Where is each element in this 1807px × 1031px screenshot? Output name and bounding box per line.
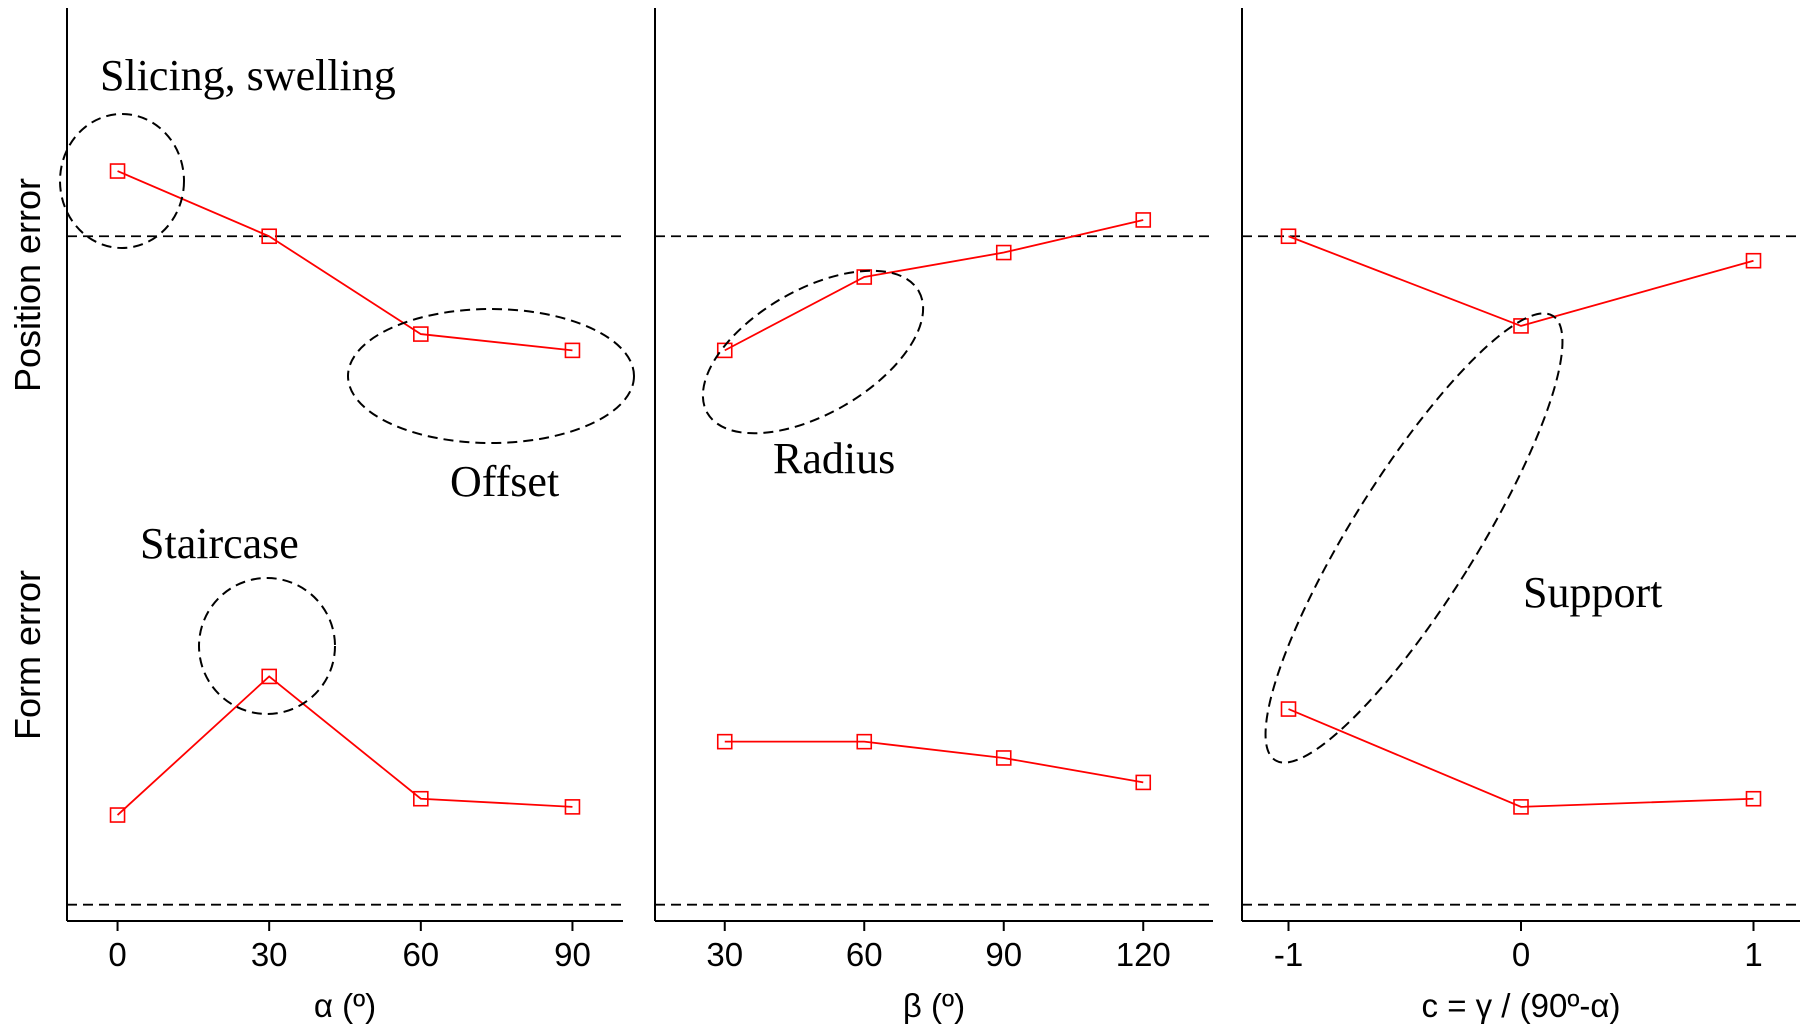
ellipse-radius <box>701 269 925 435</box>
data-point-position-panel-2 <box>716 342 733 359</box>
data-point-position-panel-1 <box>261 228 277 245</box>
data-point-position-panel-2 <box>1135 212 1152 228</box>
x-tick-label-panel-1: 30 <box>251 936 288 973</box>
data-point-position-panel-2 <box>995 244 1012 261</box>
series-line-form-panel-2 <box>724 740 1144 784</box>
panel-3: -1 0 1 c = γ / (90º-α) <box>1241 8 1800 1024</box>
series-line-position-panel-1 <box>117 170 573 352</box>
annotation-staircase: Staircase <box>140 519 299 568</box>
data-point-form-panel-3 <box>1745 790 1762 807</box>
series-line-position-panel-2 <box>724 219 1144 352</box>
ellipse-slicing <box>59 113 185 249</box>
annotation-radius: Radius <box>773 434 895 483</box>
data-point-form-panel-1 <box>109 807 126 823</box>
data-point-position-panel-3 <box>1513 318 1529 334</box>
x-tick-label-panel-3: 1 <box>1744 936 1762 973</box>
x-tick-label-panel-3: 0 <box>1512 936 1530 973</box>
x-tick-label-panel-1: 0 <box>108 936 126 973</box>
data-point-form-panel-2 <box>995 750 1012 766</box>
data-point-form-panel-1 <box>413 790 429 807</box>
x-axis-label-panel-3: c = γ / (90º-α) <box>1422 987 1621 1024</box>
ellipse-support <box>1264 312 1564 764</box>
ellipse-offset <box>347 308 635 444</box>
panel-1: 0 30 60 90 α (º) <box>66 8 623 1024</box>
data-point-position-panel-1 <box>564 342 581 359</box>
x-tick-label-panel-2: 120 <box>1116 936 1171 973</box>
data-point-position-panel-1 <box>109 163 126 179</box>
series-line-form-panel-3 <box>1288 708 1754 808</box>
data-point-form-panel-1 <box>261 668 277 685</box>
ellipse-staircase <box>198 577 336 715</box>
x-axis-label-panel-1: α (º) <box>314 987 376 1024</box>
annotation-offset: Offset <box>450 457 559 506</box>
ylabel-form: Form error <box>7 570 48 740</box>
data-point-form-panel-1 <box>564 799 581 815</box>
data-point-form-panel-3 <box>1280 701 1297 717</box>
data-point-form-panel-2 <box>856 733 873 750</box>
x-tick-label-panel-2: 30 <box>706 936 743 973</box>
annotation-ellipses <box>59 113 1564 764</box>
panels: 0 30 60 90 α (º) 30 60 90 120 β (º) -1 0 1 c = γ / (9… <box>66 8 1800 1024</box>
x-tick-label-panel-2: 90 <box>985 936 1022 973</box>
panel-2: 30 60 90 120 β (º) <box>654 8 1213 1024</box>
data-point-position-panel-3 <box>1280 228 1297 245</box>
data-point-position-panel-1 <box>413 326 429 342</box>
x-tick-label-panel-1: 60 <box>402 936 439 973</box>
annotation-support: Support <box>1523 568 1662 617</box>
series-line-form-panel-1 <box>116 675 573 816</box>
data-point-form-panel-3 <box>1513 799 1529 815</box>
ylabel-position: Position error <box>7 178 48 392</box>
x-axis-label-panel-2: β (º) <box>903 987 965 1024</box>
data-point-form-panel-2 <box>1135 774 1152 791</box>
data-point-form-panel-2 <box>716 733 733 750</box>
series-line-position-panel-3 <box>1288 235 1754 327</box>
x-tick-label-panel-2: 60 <box>846 936 883 973</box>
data-point-position-panel-3 <box>1745 252 1762 269</box>
x-tick-label-panel-1: 90 <box>554 936 591 973</box>
x-tick-label-panel-3: -1 <box>1274 936 1303 973</box>
annotation-slicing-swelling: Slicing, swelling <box>100 51 396 100</box>
